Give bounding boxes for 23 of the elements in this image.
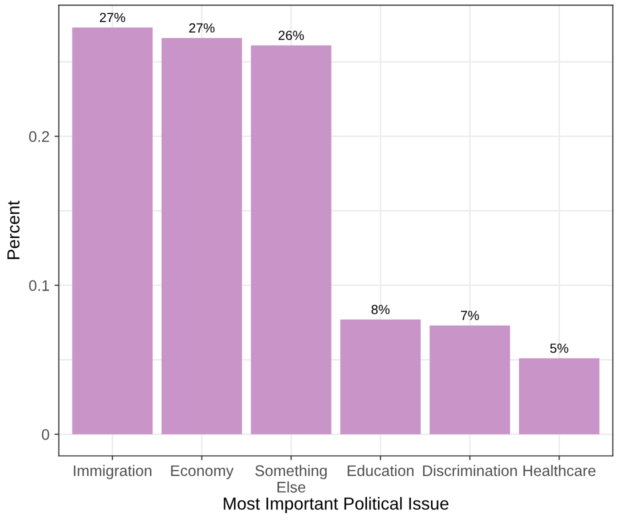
- y-axis-title: Percent: [7, 200, 20, 260]
- x-tick-label: Immigration: [74, 464, 152, 480]
- y-tick-label: 0.1: [29, 280, 50, 291]
- x-axis-title: Most Important Political Issue: [224, 496, 448, 514]
- x-tick-label: Healthcare: [524, 464, 596, 476]
- data-label: 27%: [100, 12, 126, 22]
- data-label: 8%: [372, 304, 390, 314]
- data-label: 26%: [278, 30, 304, 40]
- bar: [250, 45, 332, 434]
- data-label: 5%: [550, 344, 568, 353]
- bar: [162, 38, 242, 434]
- y-tick-label: 0.2: [29, 131, 50, 142]
- bar: [340, 320, 421, 434]
- y-tick-label: 0: [42, 429, 50, 440]
- bar: [518, 358, 600, 434]
- bar: [430, 326, 510, 434]
- x-tick-label: Economy: [171, 465, 234, 480]
- bar: [72, 28, 153, 434]
- x-tick-label: Something Else: [255, 464, 327, 493]
- data-label: 27%: [189, 23, 215, 33]
- x-tick-label: Discrimination: [423, 464, 517, 476]
- data-label: 7%: [460, 310, 479, 320]
- x-tick-label: Education: [348, 464, 414, 476]
